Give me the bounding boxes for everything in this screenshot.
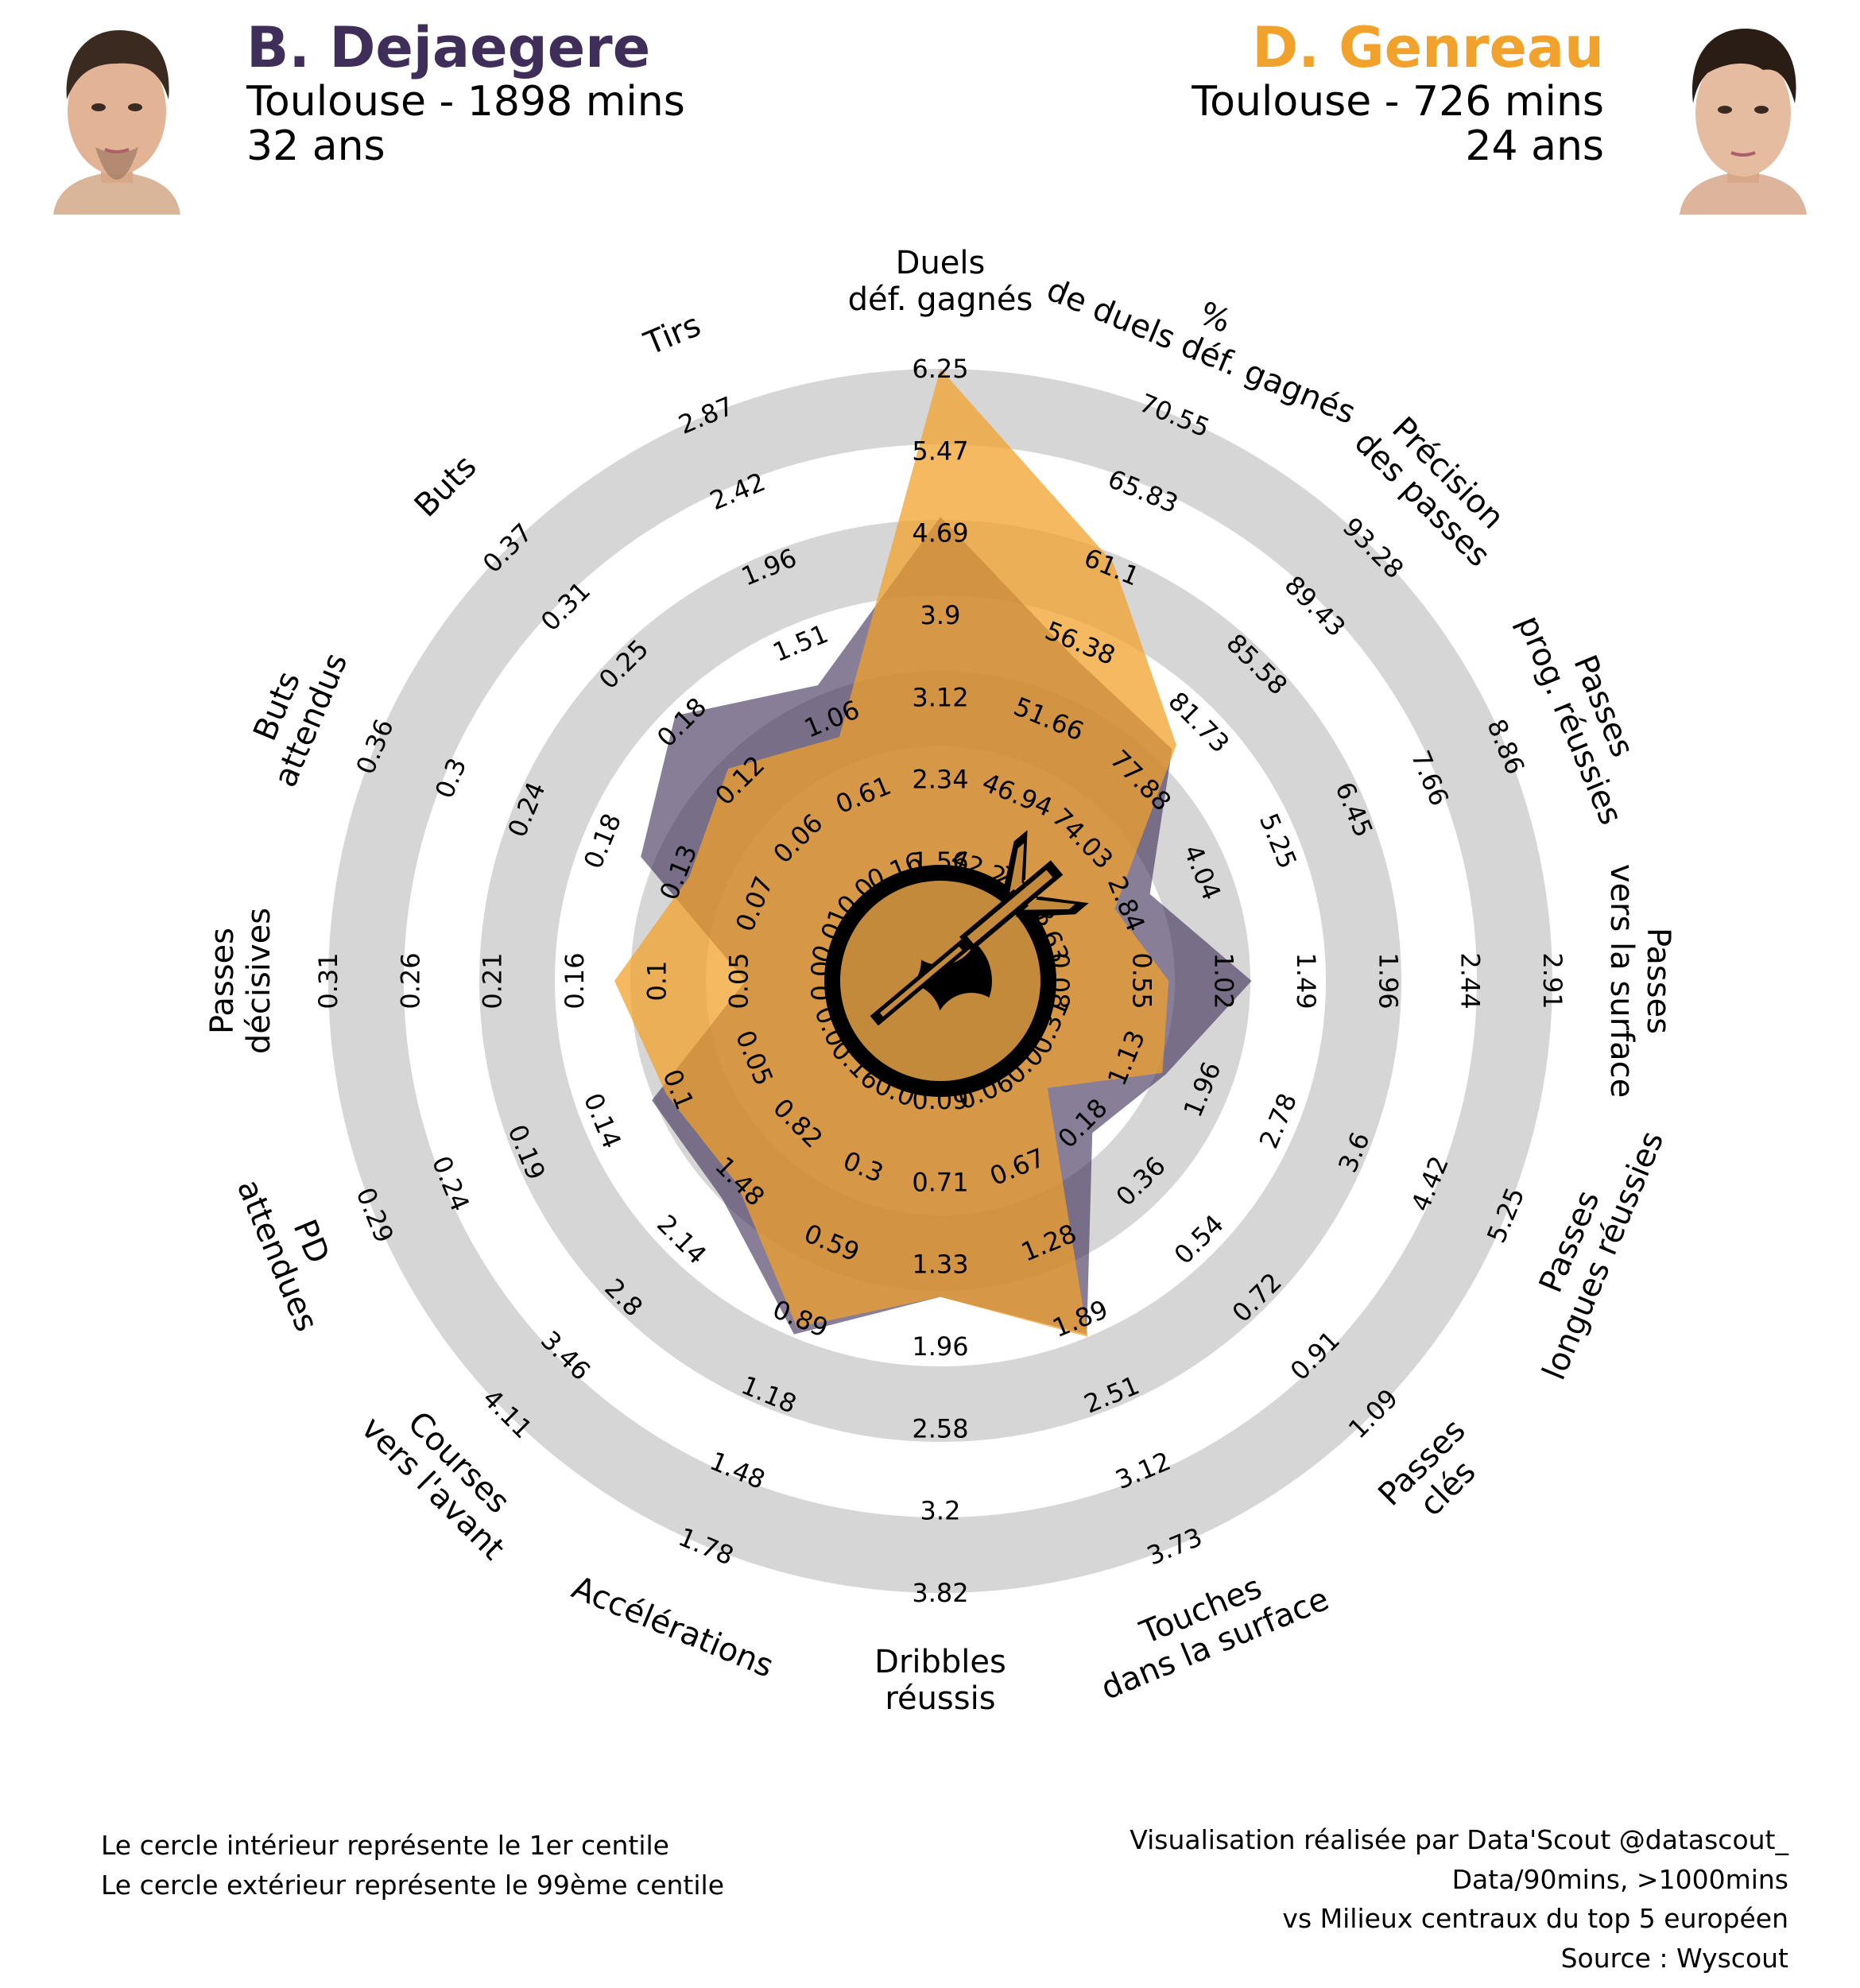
- metric-label-line: Passes: [1640, 928, 1676, 1034]
- tick-label: 0.21: [478, 952, 508, 1009]
- player2-name: D. Genreau: [1252, 15, 1604, 80]
- tick-label: 3.9: [920, 600, 961, 630]
- metric-label-line: Duels: [896, 245, 986, 281]
- metric-label-line: Tirs: [638, 307, 706, 362]
- metric-label-line: vers la surface: [1603, 864, 1640, 1098]
- metric-label-line: Dribbles: [874, 1644, 1006, 1680]
- tick-label: 0.26: [395, 952, 425, 1009]
- series-2-area: [614, 369, 1176, 1337]
- tick-label: 2.44: [1455, 952, 1486, 1009]
- player1-name: B. Dejaegere: [246, 15, 651, 80]
- tick-label: 0.71: [912, 1167, 968, 1197]
- metric-label-line: réussis: [885, 1680, 995, 1717]
- footer-right-line-2: Data/90mins, >1000mins: [1451, 1863, 1788, 1895]
- player2-age-line: 24 ans: [1465, 122, 1604, 170]
- metric-label: Passes décisives: [204, 908, 277, 1054]
- tick-label: 1.96: [912, 1331, 968, 1362]
- footer-right-line-3: vs Milieux centraux du top 5 européen: [1282, 1903, 1788, 1934]
- tick-label: 0.55: [1126, 952, 1157, 1009]
- tick-label: 1.02: [1209, 952, 1239, 1009]
- tick-label: 2.58: [912, 1413, 968, 1444]
- metric-label-line: Passes: [204, 928, 241, 1034]
- metric-label-line: décisives: [241, 908, 277, 1054]
- footer-right: Visualisation réalisée par Data'Scout @d…: [1130, 1820, 1788, 1978]
- tick-label: 0.05: [724, 952, 754, 1009]
- tick-label: 0.16: [560, 952, 590, 1009]
- tick-label: 2.91: [1537, 952, 1567, 1009]
- footer-left-line-1: Le cercle intérieur représente le 1er ce…: [101, 1830, 669, 1861]
- footer-left-line-2: Le cercle extérieur représente le 99ème …: [101, 1869, 725, 1901]
- tick-label: 0.31: [313, 952, 343, 1009]
- metric-label-line: Accélérations: [567, 1569, 779, 1685]
- tick-label: 4.69: [912, 518, 968, 548]
- tick-label: 3.2: [920, 1496, 961, 1526]
- footer-left: Le cercle intérieur représente le 1er ce…: [101, 1826, 724, 1905]
- player1-photo: [49, 24, 184, 215]
- tick-label: 3.12: [912, 682, 968, 712]
- metric-label: Accélérations: [567, 1569, 779, 1685]
- tick-label: 5.47: [912, 436, 968, 466]
- player2-team-line: Toulouse - 726 mins: [1192, 78, 1604, 126]
- metric-label-line: déf. gagnés: [848, 281, 1033, 318]
- metric-label: Buts: [408, 448, 484, 525]
- tick-label: 1.96: [1373, 952, 1403, 1009]
- tick-label: 3.82: [912, 1578, 968, 1608]
- tick-label: 0.1: [641, 961, 672, 1002]
- tick-label: 2.34: [912, 765, 968, 795]
- footer-right-line-1: Visualisation réalisée par Data'Scout @d…: [1130, 1824, 1788, 1855]
- club-logo-icon: [824, 830, 1089, 1097]
- tick-label: 1.49: [1291, 952, 1321, 1009]
- player1-team-line: Toulouse - 1898 mins: [246, 78, 685, 126]
- player2-photo: [1676, 24, 1811, 215]
- footer-right-line-4: Source : Wyscout: [1560, 1942, 1788, 1974]
- tick-label: 1.33: [912, 1250, 968, 1280]
- radar-chart: 1.562.343.123.94.695.476.2542.2246.9451.…: [204, 245, 1676, 1717]
- player1-age-line: 32 ans: [246, 122, 386, 170]
- tick-label: 6.25: [912, 354, 968, 384]
- metric-label: Tirs: [638, 307, 706, 362]
- metric-label-line: Buts: [408, 448, 484, 525]
